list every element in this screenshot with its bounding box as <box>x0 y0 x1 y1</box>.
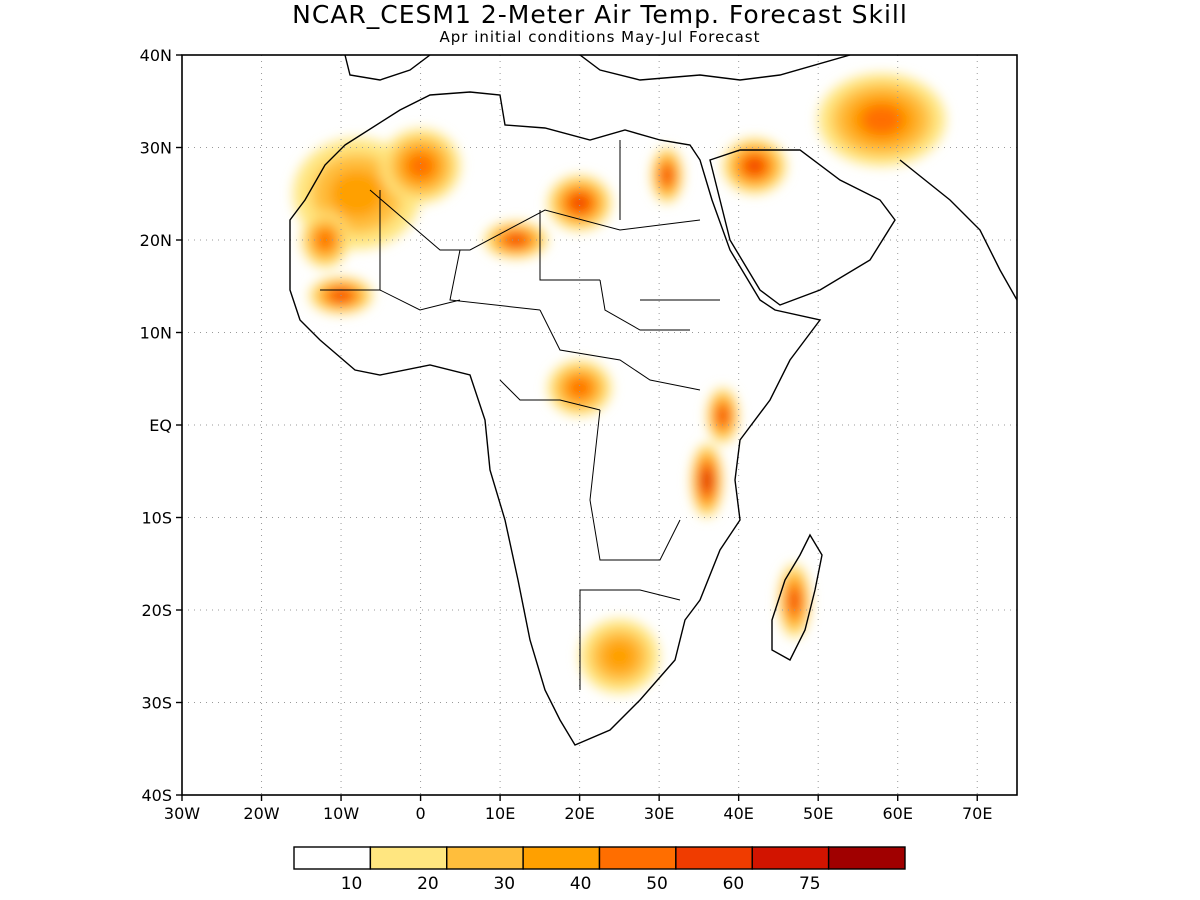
skill-region <box>569 378 591 398</box>
lat-tick-label: 20S <box>141 601 172 620</box>
colorbar-swatch <box>675 846 753 870</box>
skill-region <box>718 408 728 424</box>
lon-tick-label: 70E <box>962 804 992 823</box>
lon-tick-label: 30W <box>164 804 200 823</box>
lat-tick-label: 20N <box>140 231 172 250</box>
colorbar-label: 20 <box>417 874 439 894</box>
lat-tick-label: 40N <box>140 46 172 65</box>
colorbar-swatch <box>522 846 601 870</box>
colorbar-swatch <box>598 846 677 870</box>
skill-region <box>570 195 589 211</box>
lon-tick-label: 60E <box>882 804 912 823</box>
lat-tick-label: 10S <box>141 509 172 528</box>
skill-region <box>662 167 672 183</box>
lon-tick-label: 50E <box>803 804 833 823</box>
colorbar-label: 60 <box>723 874 745 894</box>
skill-region <box>317 230 334 250</box>
colorbar-label: 75 <box>799 874 821 894</box>
colorbar: 10 20 30 40 50 60 75 <box>293 846 906 894</box>
country-borders <box>320 140 720 690</box>
skill-region <box>703 471 711 490</box>
skill-shading <box>293 73 946 694</box>
skill-region <box>507 234 525 246</box>
arabia-coastline <box>709 149 896 306</box>
africa-coastline <box>289 91 822 746</box>
lat-tick-label: 40S <box>141 786 172 805</box>
lon-tick-label: 40E <box>723 804 753 823</box>
europe-coastline <box>344 55 851 81</box>
colorbar-label: 40 <box>570 874 592 894</box>
lon-tick-label: 0 <box>415 804 425 823</box>
colorbar-swatch <box>827 846 906 870</box>
lon-tick-label: 10W <box>323 804 359 823</box>
skill-region <box>329 169 385 218</box>
skill-region <box>407 153 434 179</box>
lat-tick-label: 30S <box>141 694 172 713</box>
colorbar-label: 30 <box>493 874 515 894</box>
map-subtitle: Apr initial conditions May-Jul Forecast <box>439 28 761 46</box>
skill-region <box>860 104 904 136</box>
colorbar-swatch <box>293 846 372 870</box>
skill-region <box>745 158 764 174</box>
lat-tick-label: EQ <box>149 416 172 435</box>
lon-tick-label: 20W <box>243 804 279 823</box>
skill-region <box>602 640 637 673</box>
colorbar-swatch <box>369 846 448 870</box>
india-coastline <box>899 159 1017 301</box>
madagascar-coastline <box>771 533 823 661</box>
lat-tick-label: 30N <box>140 139 172 158</box>
lon-tick-label: 20E <box>564 804 594 823</box>
skill-region <box>789 590 799 611</box>
colorbar-swatch <box>446 846 524 870</box>
coastlines <box>289 55 1017 746</box>
colorbar-label: 50 <box>646 874 668 894</box>
colorbar-swatch <box>751 846 830 870</box>
map-title: NCAR_CESM1 2-Meter Air Temp. Forecast Sk… <box>292 0 908 29</box>
sahara-borders <box>320 140 720 690</box>
lon-tick-label: 10E <box>485 804 515 823</box>
lat-tick-label: 10N <box>140 324 172 343</box>
colorbar-label: 10 <box>341 874 363 894</box>
lon-tick-label: 30E <box>644 804 674 823</box>
